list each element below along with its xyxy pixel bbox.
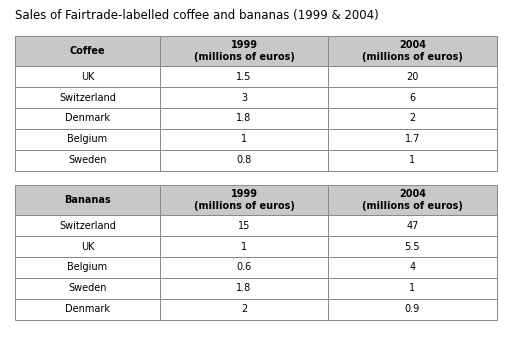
Text: Sweden: Sweden [68, 155, 107, 165]
Text: 1: 1 [241, 242, 247, 252]
Text: 1999
(millions of euros): 1999 (millions of euros) [194, 40, 294, 62]
Bar [15, 185, 160, 215]
Bar [328, 257, 497, 278]
Bar [328, 299, 497, 320]
Text: 6: 6 [410, 93, 415, 103]
Bar [328, 185, 497, 215]
Bar [160, 150, 328, 171]
Text: 4: 4 [410, 262, 415, 272]
Text: UK: UK [81, 242, 94, 252]
Bar [160, 87, 328, 108]
Bar [328, 36, 497, 66]
Bar [160, 278, 328, 299]
Text: 1.7: 1.7 [404, 134, 420, 144]
Bar [328, 278, 497, 299]
Text: 2004
(millions of euros): 2004 (millions of euros) [362, 40, 463, 62]
Text: 1.8: 1.8 [237, 113, 251, 123]
Text: 2: 2 [409, 113, 416, 123]
Bar [15, 129, 160, 150]
Text: 0.8: 0.8 [237, 155, 251, 165]
Bar [15, 150, 160, 171]
Bar [328, 236, 497, 257]
Text: Bananas: Bananas [64, 195, 111, 205]
Text: 1999
(millions of euros): 1999 (millions of euros) [194, 189, 294, 211]
Bar [328, 108, 497, 129]
Text: 0.9: 0.9 [405, 304, 420, 314]
Bar [15, 278, 160, 299]
Text: 1.5: 1.5 [236, 72, 252, 82]
Text: Belgium: Belgium [68, 134, 108, 144]
Text: Sales of Fairtrade-labelled coffee and bananas (1999 & 2004): Sales of Fairtrade-labelled coffee and b… [15, 9, 379, 22]
Text: Denmark: Denmark [65, 113, 110, 123]
Text: 1: 1 [410, 155, 415, 165]
Bar [15, 36, 160, 66]
Text: Sweden: Sweden [68, 283, 107, 293]
Bar [160, 215, 328, 236]
Text: 1: 1 [241, 134, 247, 144]
Bar [328, 215, 497, 236]
Text: 2004
(millions of euros): 2004 (millions of euros) [362, 189, 463, 211]
Bar [328, 87, 497, 108]
Bar [160, 185, 328, 215]
Text: UK: UK [81, 72, 94, 82]
Text: 20: 20 [406, 72, 419, 82]
Text: 47: 47 [406, 221, 419, 231]
Bar [328, 150, 497, 171]
Text: Coffee: Coffee [70, 46, 105, 56]
Bar [15, 215, 160, 236]
Bar [328, 129, 497, 150]
Text: 1: 1 [410, 283, 415, 293]
Text: 5.5: 5.5 [404, 242, 420, 252]
Bar [328, 66, 497, 87]
Bar [15, 108, 160, 129]
Bar [160, 129, 328, 150]
Bar [160, 236, 328, 257]
Text: 0.6: 0.6 [237, 262, 251, 272]
Bar [160, 36, 328, 66]
Text: 1.8: 1.8 [237, 283, 251, 293]
Bar [160, 108, 328, 129]
Text: Switzerland: Switzerland [59, 93, 116, 103]
Bar [160, 257, 328, 278]
Bar [160, 66, 328, 87]
Bar [15, 257, 160, 278]
Text: Denmark: Denmark [65, 304, 110, 314]
Bar [15, 299, 160, 320]
Text: Switzerland: Switzerland [59, 221, 116, 231]
Bar [15, 236, 160, 257]
Bar [160, 299, 328, 320]
Text: 2: 2 [241, 304, 247, 314]
Text: 15: 15 [238, 221, 250, 231]
Bar [15, 87, 160, 108]
Bar [15, 66, 160, 87]
Text: 3: 3 [241, 93, 247, 103]
Text: Belgium: Belgium [68, 262, 108, 272]
